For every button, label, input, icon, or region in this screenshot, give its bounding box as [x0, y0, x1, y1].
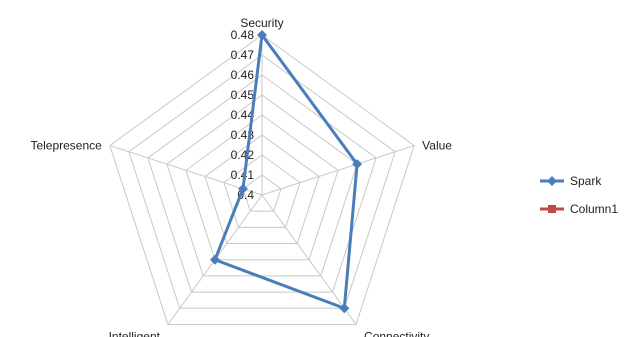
tick-label: 0.41	[231, 168, 255, 182]
spoke-1	[261, 145, 415, 196]
spoke-4	[109, 145, 263, 196]
tick-label: 0.47	[231, 48, 255, 62]
series-line-spark	[213, 33, 359, 310]
spoke-2	[261, 194, 357, 325]
data-point	[257, 30, 267, 40]
category-label-intelligent: Intelligent	[109, 329, 161, 337]
tick-label: 0.46	[231, 68, 255, 82]
category-label-telepresence: Telepresence	[30, 139, 102, 153]
legend-label-spark: Spark	[570, 174, 602, 188]
radar-grid	[109, 34, 415, 325]
data-point	[352, 159, 363, 170]
legend-label-column1: Column1	[570, 202, 618, 216]
data-point	[209, 254, 220, 265]
grid-ring-8	[109, 34, 415, 325]
category-labels: Security Value Connectivity Intelligent Tele…	[30, 16, 452, 337]
grid-ring-7	[128, 54, 396, 309]
grid-ring-3	[204, 134, 320, 245]
grid-ring-1	[242, 174, 282, 212]
data-point	[237, 183, 248, 194]
data-point	[339, 303, 350, 314]
tick-label: 0.44	[231, 108, 255, 122]
category-label-security: Security	[240, 16, 283, 30]
legend: Spark Column1	[540, 174, 618, 216]
tick-label: 0.42	[231, 148, 255, 162]
tick-label: 0.45	[231, 88, 255, 102]
grid-ring-6	[147, 74, 377, 293]
category-label-value: Value	[422, 139, 452, 153]
legend-marker-spark	[547, 176, 557, 186]
grid-ring-2	[223, 154, 301, 228]
tick-label: 0.48	[231, 28, 255, 42]
grid-ring-4	[185, 114, 339, 261]
series-layer	[209, 30, 363, 314]
category-label-connectivity: Connectivity	[364, 329, 429, 337]
legend-marker-column1	[548, 205, 556, 213]
